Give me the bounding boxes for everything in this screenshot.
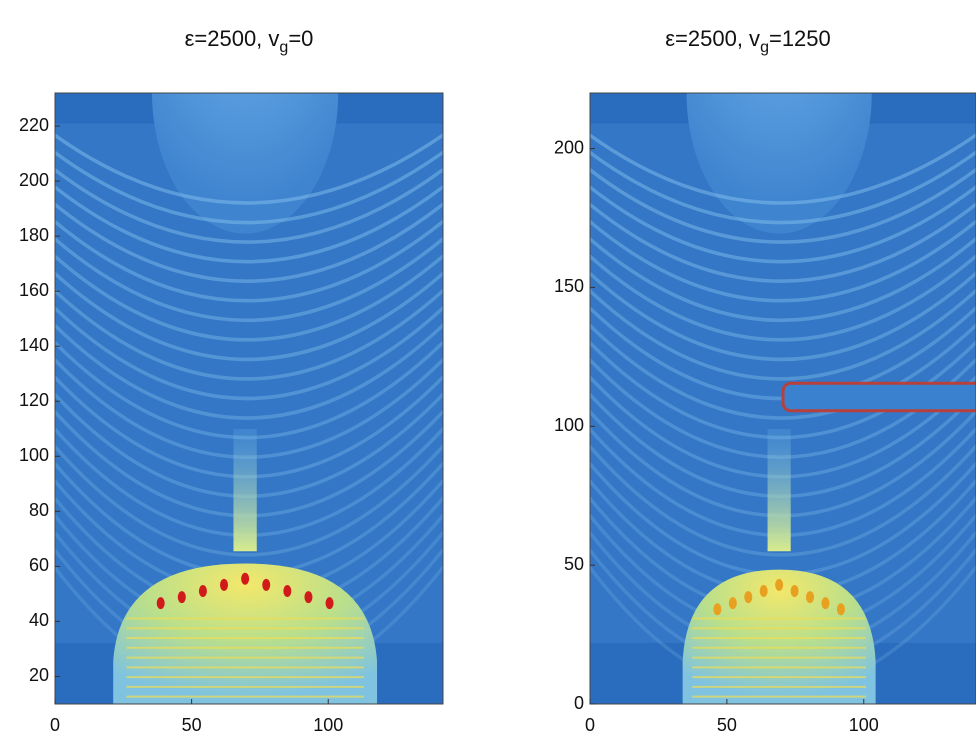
fringe <box>590 253 976 342</box>
panel: ε=2500, vg=0 0 50 100 20 40 60 80 100 120 140 160 18… <box>19 26 444 735</box>
y-tick-label: 220 <box>19 115 49 135</box>
dome-dot <box>836 603 845 616</box>
fringe <box>55 443 443 557</box>
panel: ε=2500, vg=1250 0 50 100 0 50 100 150 200 <box>554 26 976 735</box>
dome-dot <box>790 584 799 597</box>
plot-frame <box>54 92 444 705</box>
fringe <box>55 167 443 244</box>
dome-dot <box>241 572 250 585</box>
neck <box>767 429 791 552</box>
title-suffix: =1250 <box>769 26 831 51</box>
dome-dot <box>806 591 815 604</box>
fringe <box>590 150 976 225</box>
x-tick-label: 0 <box>585 715 595 735</box>
x-tick-label: 0 <box>50 715 60 735</box>
y-tick-label: 140 <box>19 335 49 355</box>
dome-dot <box>325 597 334 610</box>
dome-dot <box>177 591 186 604</box>
fringe <box>55 236 443 322</box>
y-tick-label: 200 <box>19 170 49 190</box>
plot-frame <box>589 92 976 705</box>
gate <box>781 381 976 413</box>
dome-dot <box>759 584 768 597</box>
y-tick-label: 100 <box>19 445 49 465</box>
fringe <box>590 288 976 381</box>
fringe <box>590 270 976 361</box>
fringe <box>55 201 443 283</box>
x-tick-label: 50 <box>182 715 202 735</box>
title-main: ε=2500, v <box>185 26 280 51</box>
y-tick-label: 180 <box>19 225 49 245</box>
fringe <box>590 322 976 420</box>
dome-dot <box>262 578 271 591</box>
wave-image <box>590 93 976 704</box>
x-tick-label: 50 <box>717 715 737 735</box>
y-tick-label: 150 <box>554 276 584 296</box>
dome-dot <box>713 603 722 616</box>
y-tick-label: 50 <box>564 554 584 574</box>
fringe <box>590 184 976 264</box>
chart-title: ε=2500, vg=1250 <box>665 26 831 56</box>
wave-image <box>55 93 443 704</box>
fringe <box>590 219 976 303</box>
x-tick-label: 100 <box>313 715 343 735</box>
fringe <box>55 132 443 205</box>
y-tick-label: 160 <box>19 280 49 300</box>
title-subscript: g <box>279 39 288 56</box>
fringe <box>590 201 976 283</box>
y-tick-label: 100 <box>554 415 584 435</box>
fringe <box>55 184 443 264</box>
dome-dot <box>283 584 292 597</box>
fringe <box>590 443 976 557</box>
top-dome <box>686 93 872 234</box>
fringe <box>590 167 976 244</box>
fringe <box>55 150 443 225</box>
dome-dot <box>304 591 313 604</box>
fringe <box>590 132 976 205</box>
y-tick-label: 0 <box>574 693 584 713</box>
y-tick-label: 60 <box>29 555 49 575</box>
y-tick-label: 20 <box>29 665 49 685</box>
fringe <box>55 305 443 401</box>
y-tick-label: 80 <box>29 500 49 520</box>
fringe <box>590 305 976 401</box>
dome-dot <box>220 578 229 591</box>
x-tick-label: 100 <box>849 715 879 735</box>
fringe <box>55 219 443 303</box>
title-subscript: g <box>760 39 769 56</box>
dome-dot <box>775 578 784 591</box>
dome-dot <box>744 591 753 604</box>
neck <box>233 429 257 552</box>
fringe <box>55 270 443 361</box>
y-tick-label: 40 <box>29 610 49 630</box>
chart-title: ε=2500, vg=0 <box>185 26 314 56</box>
dome-dot <box>156 597 165 610</box>
fringe <box>55 253 443 342</box>
fringe <box>55 322 443 420</box>
dome-dot <box>198 584 207 597</box>
fringe <box>55 288 443 381</box>
title-suffix: =0 <box>288 26 313 51</box>
y-tick-label: 200 <box>554 137 584 157</box>
dome-dot <box>821 597 830 610</box>
title-main: ε=2500, v <box>665 26 760 51</box>
y-tick-label: 120 <box>19 390 49 410</box>
dome-dot <box>728 597 737 610</box>
top-dome <box>152 93 339 234</box>
fringe <box>590 236 976 322</box>
